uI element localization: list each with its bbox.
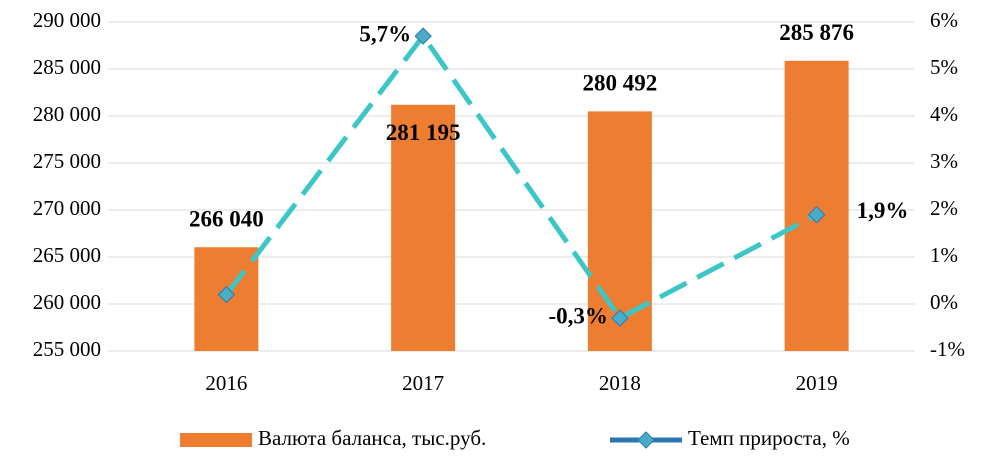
x-tick-label: 2019 (796, 371, 838, 395)
y2-tick-label: 0% (930, 290, 958, 314)
legend-label: Валюта баланса, тыс.руб. (258, 426, 486, 450)
bar (391, 104, 456, 351)
marker (414, 27, 432, 45)
y-tick-label: 260 000 (33, 290, 101, 314)
y2-tick-label: 1% (930, 243, 958, 267)
marker (611, 309, 629, 327)
legend-marker (637, 431, 655, 449)
y2-tick-label: -1% (930, 337, 965, 361)
y2-tick-label: 2% (930, 196, 958, 220)
y2-tick-label: 4% (930, 102, 958, 126)
line (224, 31, 818, 322)
marker (807, 205, 826, 224)
x-tick-label: 2017 (402, 371, 444, 395)
y-tick-label: 270 000 (33, 196, 101, 220)
data-label: 280 492 (583, 71, 658, 96)
y-tick-label: 255 000 (33, 337, 101, 361)
y2-tick-label: 3% (930, 149, 958, 173)
y-tick-label: 290 000 (33, 8, 101, 32)
y2-tick-label: 6% (930, 8, 958, 32)
y-tick-label: 280 000 (33, 102, 101, 126)
data-label: 1,9% (857, 198, 909, 223)
x-tick-label: 2018 (599, 371, 641, 395)
legend-label: Темп прироста, % (688, 426, 850, 450)
data-label: 5,7% (359, 21, 411, 46)
data-label: 285 876 (779, 20, 854, 45)
y2-tick-label: 5% (930, 55, 958, 79)
marker (217, 285, 236, 304)
data-label: 266 040 (189, 207, 264, 232)
data-label: 281 195 (386, 120, 461, 145)
legend-swatch (180, 433, 252, 447)
y-tick-label: 275 000 (33, 149, 101, 173)
y-tick-label: 265 000 (33, 243, 101, 267)
bar (784, 60, 849, 352)
x-tick-label: 2016 (205, 371, 247, 395)
y-tick-label: 285 000 (33, 55, 101, 79)
data-label: -0,3% (548, 303, 607, 328)
